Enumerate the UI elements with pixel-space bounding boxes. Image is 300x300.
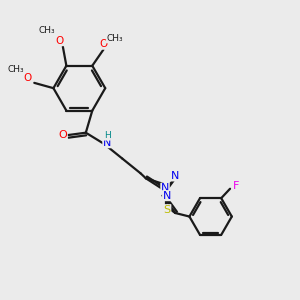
Text: O: O (24, 74, 32, 83)
Text: N: N (103, 138, 111, 148)
Text: H: H (103, 131, 110, 140)
Text: O: O (58, 130, 67, 140)
Text: S: S (164, 205, 171, 215)
Text: CH₃: CH₃ (8, 65, 24, 74)
Text: N: N (163, 190, 171, 201)
Text: N: N (161, 183, 169, 193)
Text: N: N (171, 171, 179, 181)
Text: O: O (55, 36, 63, 46)
Text: O: O (99, 39, 108, 49)
Text: CH₃: CH₃ (106, 34, 123, 43)
Text: CH₃: CH₃ (38, 26, 55, 35)
Text: F: F (233, 181, 239, 191)
